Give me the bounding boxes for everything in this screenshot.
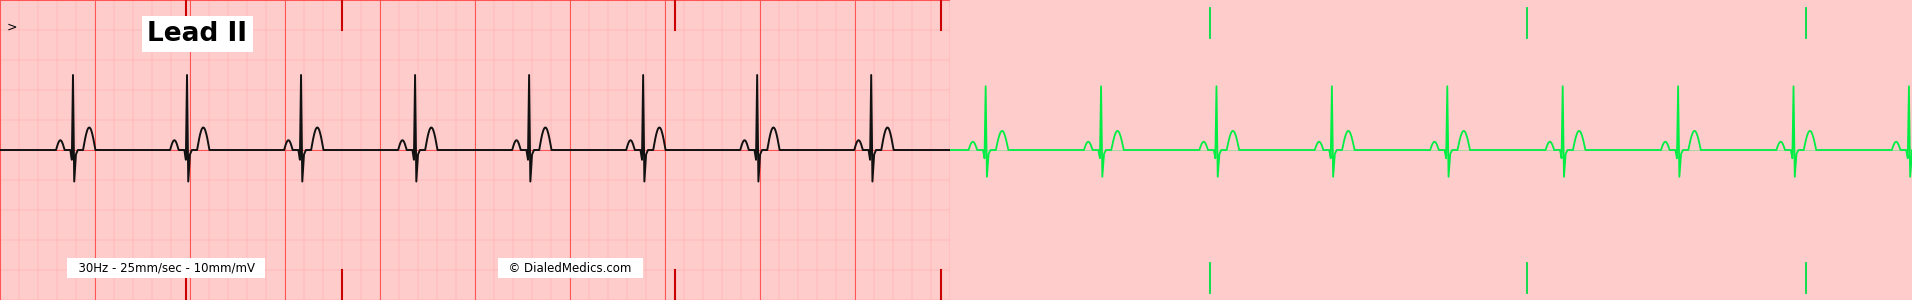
Text: Lead II: Lead II: [147, 21, 247, 47]
Text: 30Hz - 25mm/sec - 10mm/mV: 30Hz - 25mm/sec - 10mm/mV: [71, 262, 262, 275]
Text: © DialedMedics.com: © DialedMedics.com: [501, 262, 639, 275]
Text: >: >: [6, 21, 17, 34]
